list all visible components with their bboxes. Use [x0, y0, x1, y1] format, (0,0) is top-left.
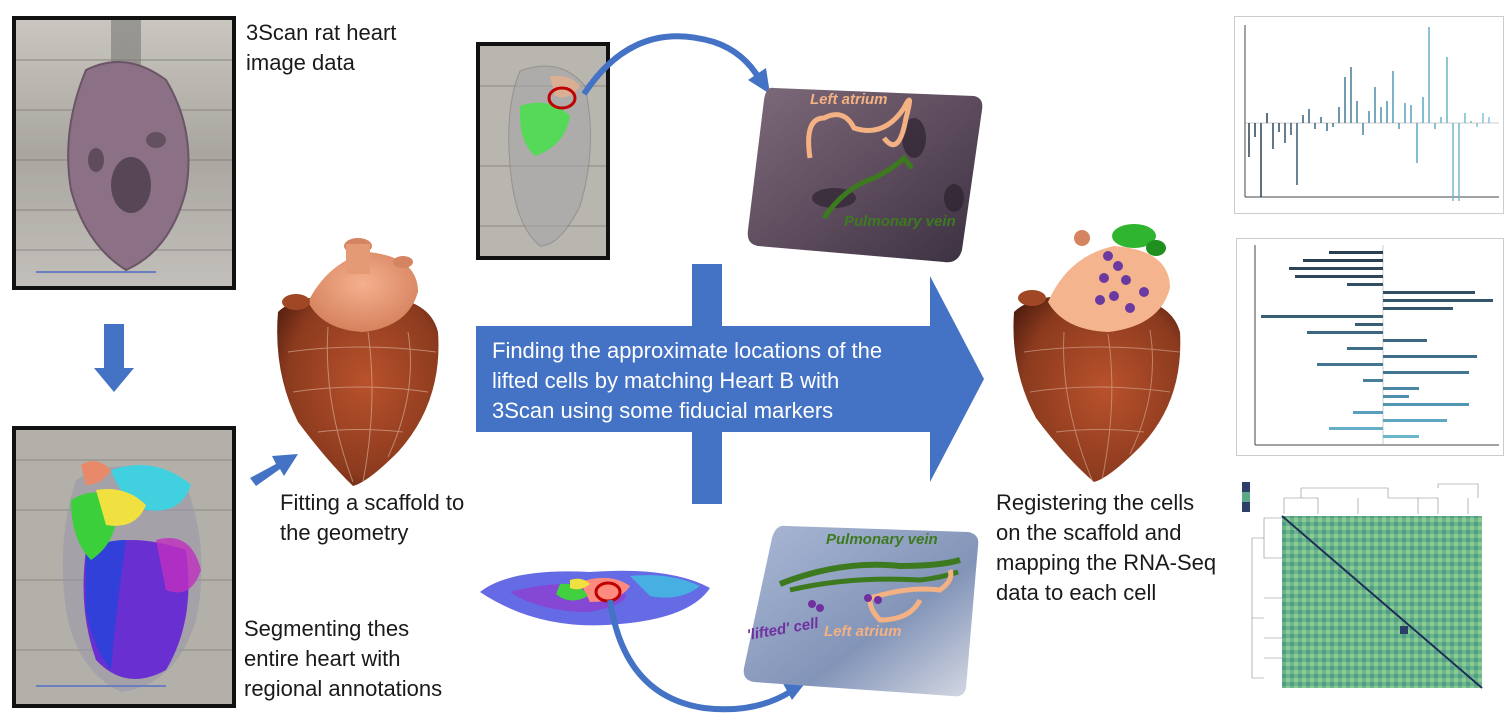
- label-pulmonary-vein-top: Pulmonary vein: [844, 213, 956, 230]
- caption-rat-heart-image: 3Scan rat heart image data: [246, 20, 397, 75]
- left-atrium-tissue-image: Left atrium Pulmonary vein: [744, 78, 988, 268]
- right-block-arrow-icon: [476, 276, 984, 482]
- registered-heart-model: [1013, 224, 1181, 482]
- label-left-atrium-top: Left atrium: [810, 91, 888, 108]
- rna-seq-bar-chart: [1234, 16, 1504, 214]
- caption-segmenting: Segmenting thes entire heart with region…: [244, 616, 443, 701]
- rat-heart-scan-image: [12, 16, 236, 290]
- label-pulmonary-vein-bottom: Pulmonary vein: [826, 531, 938, 548]
- segmented-heart-image: [12, 426, 236, 708]
- curved-arrow-icon: [581, 33, 770, 96]
- scaffold-heart-model: [277, 238, 439, 486]
- rna-seq-horizontal-bar-chart: [1236, 238, 1504, 456]
- rna-seq-correlation-heatmap: [1238, 478, 1504, 710]
- diagonal-arrow-icon: [250, 454, 298, 486]
- caption-fitting: Fitting a scaffold to the geometry: [280, 490, 465, 545]
- pulmonary-vein-tissue-image: Pulmonary vein 'lifted' cell Left atrium: [740, 520, 990, 700]
- down-arrow-icon: [94, 324, 134, 392]
- heart-b-image: [476, 42, 610, 260]
- label-left-atrium-bottom: Left atrium: [824, 623, 902, 640]
- caption-registering: Registering the cells on the scaffold an…: [996, 490, 1217, 605]
- caption-finding: Finding the approximate locations of the…: [492, 338, 883, 423]
